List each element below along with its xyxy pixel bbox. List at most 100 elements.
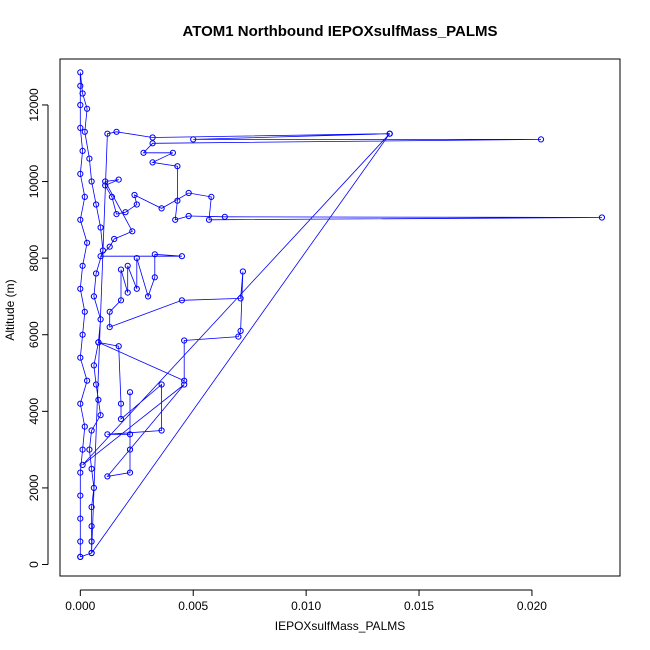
data-point	[122, 209, 129, 216]
data-point	[99, 247, 107, 254]
y-tick-label: 8000	[27, 244, 41, 271]
data-point	[158, 381, 165, 388]
data-point	[149, 140, 156, 147]
data-point	[113, 211, 120, 218]
data-point	[239, 268, 246, 275]
data-point	[126, 431, 134, 438]
data-point	[77, 553, 84, 561]
data-point	[79, 461, 86, 468]
data-point	[88, 523, 95, 530]
data-point	[108, 193, 116, 200]
data-point	[104, 431, 111, 438]
chart-title: ATOM1 Northbound IEPOXsulfMass_PALMS	[182, 23, 497, 40]
data-point	[95, 396, 102, 403]
data-point	[97, 412, 104, 419]
data-point	[106, 243, 113, 250]
data-point	[88, 427, 95, 434]
data-point	[88, 549, 95, 557]
data-point	[77, 216, 84, 223]
data-point	[93, 201, 100, 208]
data-point	[129, 228, 136, 235]
data-point	[79, 446, 86, 453]
data-point	[77, 400, 84, 407]
data-point	[84, 377, 91, 384]
data-point	[95, 339, 102, 346]
data-point	[117, 400, 125, 407]
data-point	[97, 253, 104, 260]
data-point	[77, 124, 84, 132]
data-point	[104, 130, 111, 137]
data-point	[126, 446, 134, 453]
y-tick-label: 6000	[27, 321, 41, 348]
data-point	[117, 266, 125, 273]
data-series	[77, 69, 606, 561]
data-point	[106, 308, 113, 315]
data-point	[185, 189, 192, 197]
data-point	[79, 262, 86, 269]
data-point	[77, 354, 84, 361]
data-point	[221, 213, 228, 220]
y-axis-label: Altitude (m)	[3, 279, 17, 340]
data-point	[90, 484, 98, 491]
data-point	[149, 134, 156, 141]
x-tick-label: 0.020	[517, 599, 547, 613]
series-line	[79, 72, 602, 558]
data-point	[537, 136, 545, 143]
plot-area	[59, 58, 621, 577]
data-point	[174, 163, 181, 170]
data-point	[97, 316, 104, 323]
data-point	[81, 193, 88, 200]
data-point	[133, 255, 140, 262]
data-point	[84, 105, 91, 112]
x-tick-label: 0.005	[178, 599, 208, 613]
y-tick-label: 0	[27, 561, 41, 568]
data-point	[133, 201, 140, 208]
data-point	[88, 465, 95, 472]
data-point	[102, 178, 109, 185]
data-point	[93, 270, 100, 277]
data-point	[81, 128, 88, 135]
x-axis-label: IEPOXsulfMass_PALMS	[275, 619, 406, 633]
data-point	[79, 90, 86, 97]
data-point	[126, 469, 134, 476]
data-point	[117, 297, 125, 304]
y-axis: 0 2000 4000 6000 8000 10000 12000	[27, 88, 49, 568]
data-point	[598, 214, 606, 221]
data-point	[205, 216, 213, 223]
data-point	[106, 324, 113, 331]
data-point	[181, 337, 188, 344]
data-point	[88, 504, 95, 511]
data-point	[93, 381, 100, 388]
data-point	[169, 149, 176, 156]
data-point	[178, 297, 185, 304]
data-point	[115, 176, 122, 183]
x-axis: 0.000 0.005 0.010 0.015 0.020	[65, 589, 547, 613]
data-point	[133, 285, 140, 292]
data-point	[113, 128, 120, 135]
x-tick-label: 0.015	[404, 599, 434, 613]
data-point	[140, 149, 147, 156]
data-point	[158, 205, 165, 212]
y-tick-label: 4000	[27, 398, 41, 425]
data-point	[149, 159, 156, 166]
data-point	[104, 473, 111, 480]
y-tick-label: 2000	[27, 474, 41, 501]
data-point	[151, 251, 158, 258]
data-point	[145, 293, 152, 300]
data-point	[131, 191, 138, 199]
data-point	[158, 427, 165, 434]
data-point	[235, 333, 242, 340]
data-point	[77, 82, 84, 89]
data-point	[102, 182, 109, 189]
data-point	[81, 423, 88, 430]
data-point	[77, 170, 84, 177]
data-point	[77, 469, 84, 476]
data-point	[178, 253, 185, 260]
data-point	[81, 308, 88, 315]
data-point	[174, 197, 181, 204]
data-point	[124, 262, 131, 269]
data-point	[185, 212, 192, 220]
x-tick-label: 0.010	[291, 599, 321, 613]
data-point	[77, 515, 84, 522]
